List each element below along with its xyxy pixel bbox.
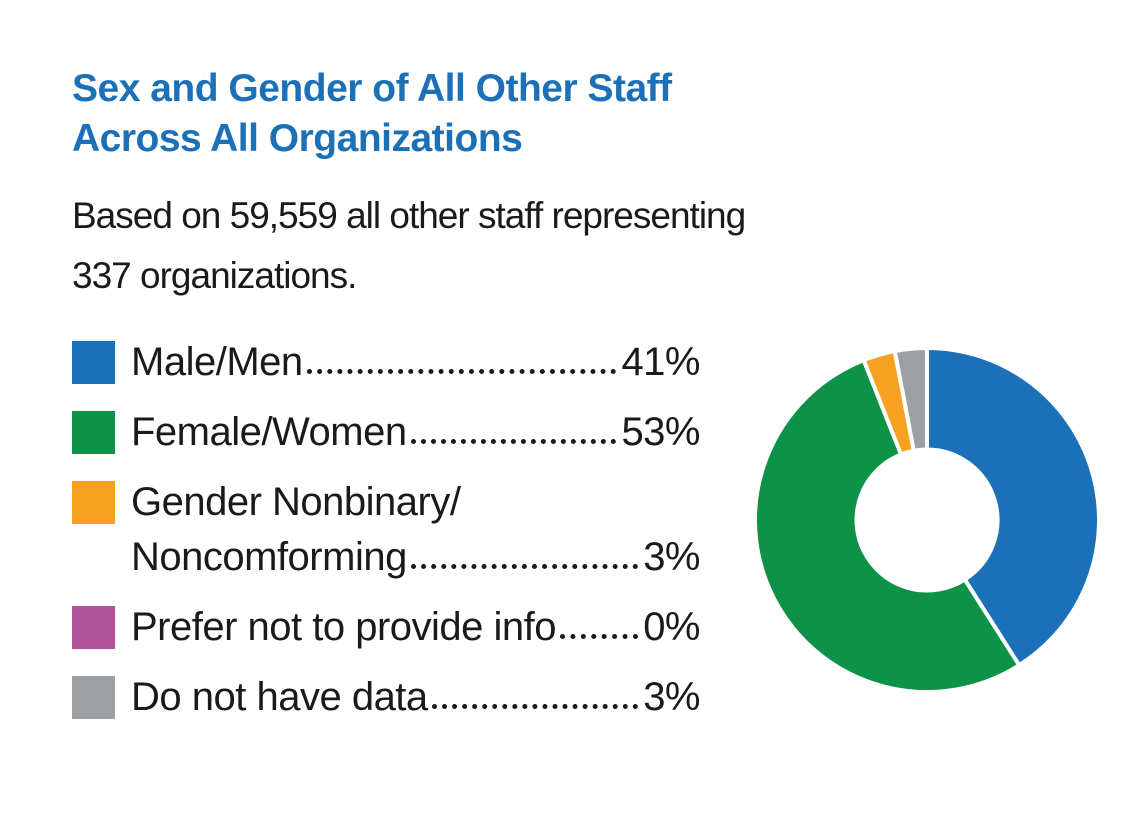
donut-segment-do-not-have-data	[892, 345, 929, 454]
legend-label: Female/Women	[131, 410, 407, 454]
legend-label: Male/Men	[131, 340, 303, 384]
legend-swatch	[72, 341, 115, 384]
legend-swatch	[72, 676, 115, 719]
legend-text: Prefer not to provide info 0%	[131, 606, 700, 649]
legend: Male/Men 41% Female/Women 53% Gender Nonbina…	[72, 341, 700, 746]
legend-item: Do not have data 3%	[72, 676, 700, 719]
legend-item: Prefer not to provide info 0%	[72, 606, 700, 649]
legend-leader-dots	[431, 704, 639, 709]
legend-text: Male/Men 41%	[131, 341, 700, 384]
legend-text: Gender Nonbinary/Noncomforming 3%	[131, 481, 700, 579]
legend-item: Male/Men 41%	[72, 341, 700, 384]
donut-chart	[747, 340, 1107, 700]
legend-percent: 0%	[643, 605, 700, 649]
donut-svg	[752, 345, 1101, 695]
legend-item: Female/Women 53%	[72, 411, 700, 454]
legend-leader-dots	[306, 369, 617, 374]
legend-percent: 3%	[643, 535, 700, 579]
legend-percent: 53%	[621, 410, 700, 454]
legend-item: Gender Nonbinary/Noncomforming 3%	[72, 481, 700, 579]
legend-leader-dots	[410, 439, 617, 444]
legend-label: Noncomforming	[131, 535, 407, 579]
legend-leader-dots	[410, 564, 639, 569]
legend-percent: 3%	[643, 675, 700, 719]
legend-swatch	[72, 481, 115, 524]
donut-segment-female-women	[752, 357, 1022, 695]
legend-leader-dots	[560, 634, 639, 639]
legend-label: Gender Nonbinary/	[131, 480, 461, 524]
legend-swatch	[72, 411, 115, 454]
chart-title: Sex and Gender of All Other Staff Across…	[72, 67, 672, 160]
legend-label: Do not have data	[131, 675, 428, 719]
legend-percent: 41%	[621, 340, 700, 384]
legend-swatch	[72, 606, 115, 649]
legend-label: Prefer not to provide info	[131, 605, 557, 649]
legend-text: Female/Women 53%	[131, 411, 700, 454]
chart-subtitle: Based on 59,559 all other staff represen…	[72, 195, 746, 296]
legend-text: Do not have data 3%	[131, 676, 700, 719]
